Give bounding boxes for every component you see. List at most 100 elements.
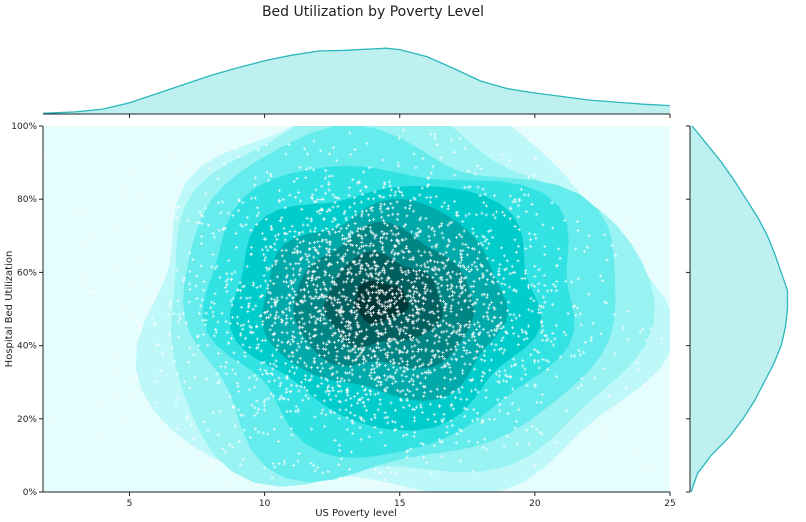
- scatter-point: [433, 136, 437, 140]
- scatter-point: [138, 325, 142, 329]
- scatter-point: [398, 296, 402, 300]
- scatter-point: [289, 279, 293, 283]
- y-marginal-fill: [690, 126, 788, 492]
- scatter-point: [598, 274, 603, 278]
- scatter-point: [244, 223, 248, 227]
- scatter-point: [518, 314, 522, 318]
- scatter-point: [169, 152, 173, 156]
- scatter-point: [383, 444, 387, 448]
- scatter-point: [400, 294, 404, 298]
- scatter-point: [416, 326, 420, 330]
- scatter-point: [349, 153, 353, 157]
- scatter-point: [338, 311, 342, 315]
- scatter-point: [480, 211, 484, 215]
- scatter-point: [349, 243, 353, 247]
- scatter-point: [393, 408, 398, 413]
- scatter-point: [265, 309, 270, 314]
- scatter-point: [119, 190, 123, 194]
- scatter-point: [376, 311, 381, 315]
- scatter-point: [262, 408, 267, 412]
- scatter-point: [268, 328, 272, 332]
- joint-axes: 5 10 15 20 250%20%40%60%80%100%: [11, 122, 675, 509]
- scatter-point: [217, 228, 221, 233]
- scatter-point: [430, 310, 434, 314]
- scatter-point: [320, 332, 324, 336]
- scatter-point: [428, 259, 432, 263]
- scatter-point: [153, 401, 157, 405]
- scatter-point: [403, 206, 407, 210]
- scatter-point: [349, 238, 353, 242]
- scatter-point: [341, 288, 345, 292]
- scatter-point: [418, 357, 422, 361]
- scatter-point: [379, 380, 383, 385]
- scatter-point: [239, 305, 244, 309]
- scatter-point: [273, 321, 277, 325]
- scatter-point: [382, 195, 386, 199]
- scatter-point: [348, 332, 352, 336]
- scatter-point: [382, 311, 386, 315]
- scatter-point: [500, 338, 504, 343]
- scatter-point: [514, 200, 518, 204]
- scatter-point: [413, 344, 417, 348]
- scatter-point: [353, 358, 357, 362]
- scatter-point: [391, 232, 395, 236]
- scatter-point: [425, 260, 429, 264]
- scatter-point: [314, 188, 318, 192]
- scatter-point: [379, 348, 383, 352]
- scatter-point: [449, 276, 453, 280]
- scatter-point: [410, 313, 414, 318]
- scatter-point: [649, 327, 653, 331]
- scatter-point: [402, 365, 406, 369]
- scatter-point: [316, 346, 320, 350]
- scatter-point: [175, 427, 180, 431]
- scatter-point: [461, 371, 465, 375]
- scatter-point: [335, 350, 339, 354]
- scatter-point: [505, 309, 510, 313]
- scatter-point: [255, 325, 259, 329]
- scatter-point: [432, 311, 436, 315]
- scatter-point: [89, 289, 93, 294]
- scatter-point: [418, 292, 422, 296]
- scatter-point: [314, 277, 318, 281]
- scatter-point: [469, 268, 474, 272]
- scatter-point: [382, 347, 386, 351]
- scatter-point: [241, 343, 245, 347]
- scatter-point: [426, 319, 430, 323]
- scatter-point: [369, 241, 373, 246]
- scatter-point: [297, 231, 301, 235]
- scatter-point: [430, 471, 434, 475]
- scatter-point: [421, 331, 425, 335]
- scatter-point: [243, 350, 247, 354]
- scatter-point: [353, 317, 358, 321]
- scatter-point: [277, 462, 281, 466]
- scatter-point: [360, 253, 364, 257]
- scatter-point: [328, 243, 332, 247]
- scatter-point: [466, 245, 470, 250]
- scatter-point: [202, 332, 206, 337]
- scatter-point: [439, 440, 443, 444]
- scatter-point: [499, 316, 503, 320]
- scatter-point: [383, 416, 387, 420]
- scatter-point: [415, 338, 419, 342]
- scatter-point: [564, 333, 568, 337]
- scatter-point: [348, 298, 352, 303]
- scatter-point: [494, 329, 498, 333]
- scatter-point: [455, 313, 459, 317]
- scatter-point: [550, 303, 554, 307]
- scatter-point: [356, 305, 360, 309]
- scatter-point: [577, 348, 581, 352]
- scatter-point: [325, 247, 329, 251]
- scatter-point: [331, 388, 335, 392]
- scatter-point: [177, 205, 181, 209]
- scatter-point: [533, 348, 537, 352]
- scatter-point: [470, 389, 474, 393]
- scatter-point: [370, 205, 374, 210]
- scatter-point: [437, 349, 441, 353]
- scatter-point: [319, 376, 323, 380]
- scatter-point: [264, 237, 268, 241]
- scatter-point: [377, 289, 381, 293]
- scatter-point: [507, 300, 511, 304]
- scatter-point: [349, 272, 354, 276]
- scatter-point: [361, 354, 366, 359]
- scatter-point: [374, 319, 378, 323]
